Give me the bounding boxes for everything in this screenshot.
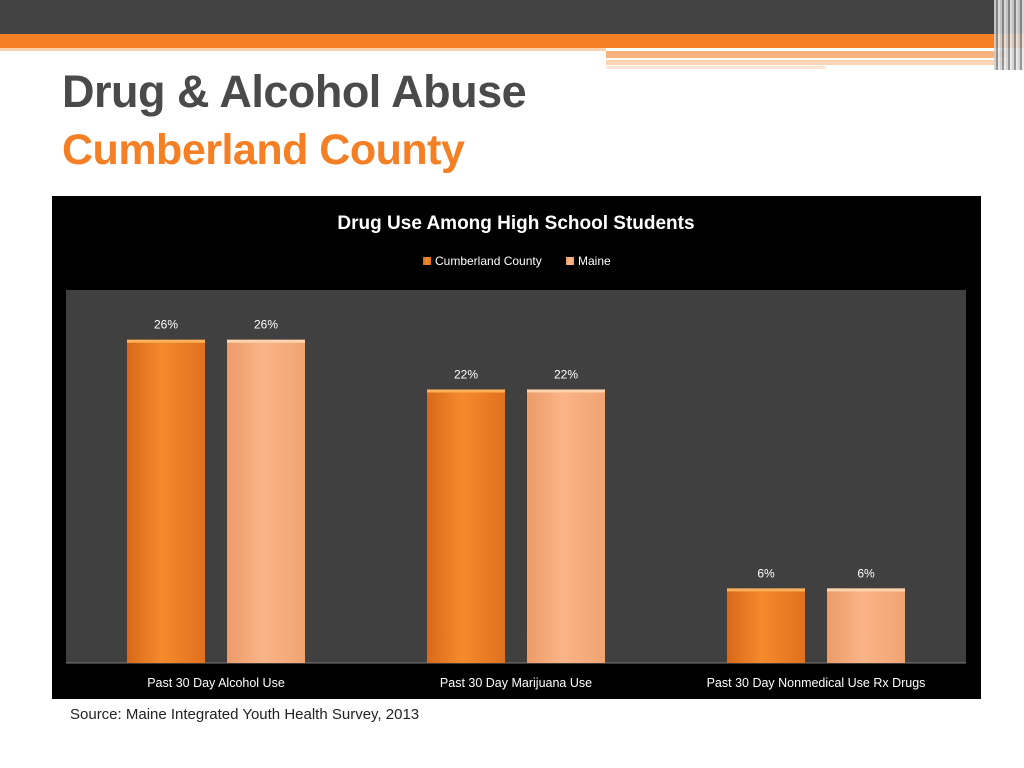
- bar-cap-cumberland-0: [127, 339, 205, 343]
- legend-swatch-maine: [566, 257, 574, 265]
- chart-container: Drug Use Among High School Students Cumb…: [52, 196, 981, 699]
- bar-maine-2: [827, 588, 905, 663]
- bar-chart: Drug Use Among High School Students Cumb…: [66, 213, 966, 690]
- data-label-cumberland-1: 22%: [454, 367, 478, 381]
- edge-decoration: [994, 0, 1024, 70]
- legend: Cumberland County Maine: [423, 254, 611, 268]
- category-label-1: Past 30 Day Marijuana Use: [440, 676, 592, 690]
- slide-subtitle: Cumberland County: [62, 126, 465, 174]
- category-label-0: Past 30 Day Alcohol Use: [147, 676, 285, 690]
- source-note: Source: Maine Integrated Youth Health Su…: [70, 706, 420, 723]
- legend-swatch-cumberland: [423, 257, 431, 265]
- legend-label-cumberland: Cumberland County: [435, 254, 542, 268]
- category-label-2: Past 30 Day Nonmedical Use Rx Drugs: [707, 676, 926, 690]
- data-label-cumberland-0: 26%: [154, 318, 178, 332]
- bar-cap-cumberland-2: [727, 588, 805, 592]
- accent-stripe-2: [606, 60, 1006, 65]
- data-label-maine-0: 26%: [254, 318, 278, 332]
- legend-label-maine: Maine: [578, 254, 611, 268]
- bar-cap-cumberland-1: [427, 389, 505, 393]
- accent-stripe-1: [606, 51, 1006, 58]
- bar-maine-0: [227, 339, 305, 663]
- chart-title: Drug Use Among High School Students: [337, 213, 694, 234]
- bar-cumberland-0: [127, 339, 205, 663]
- top-dark-bar: [0, 0, 1024, 34]
- bar-cumberland-2: [727, 588, 805, 663]
- bar-cap-maine-0: [227, 339, 305, 343]
- slide-title: Drug & Alcohol Abuse: [62, 66, 527, 117]
- bars-group: [127, 339, 905, 663]
- bar-maine-1: [527, 389, 605, 663]
- bar-cumberland-1: [427, 389, 505, 663]
- labels-group: 26% 26% Past 30 Day Alcohol Use 22% 22% Past …: [147, 318, 925, 690]
- bar-cap-maine-2: [827, 588, 905, 592]
- data-label-cumberland-2: 6%: [757, 566, 775, 580]
- orange-stripe: [0, 34, 1024, 48]
- data-label-maine-2: 6%: [857, 566, 875, 580]
- accent-stripe-3: [606, 66, 826, 69]
- data-label-maine-1: 22%: [554, 367, 578, 381]
- plot-area: [66, 290, 966, 663]
- bar-cap-maine-1: [527, 389, 605, 393]
- light-stripe: [0, 48, 606, 51]
